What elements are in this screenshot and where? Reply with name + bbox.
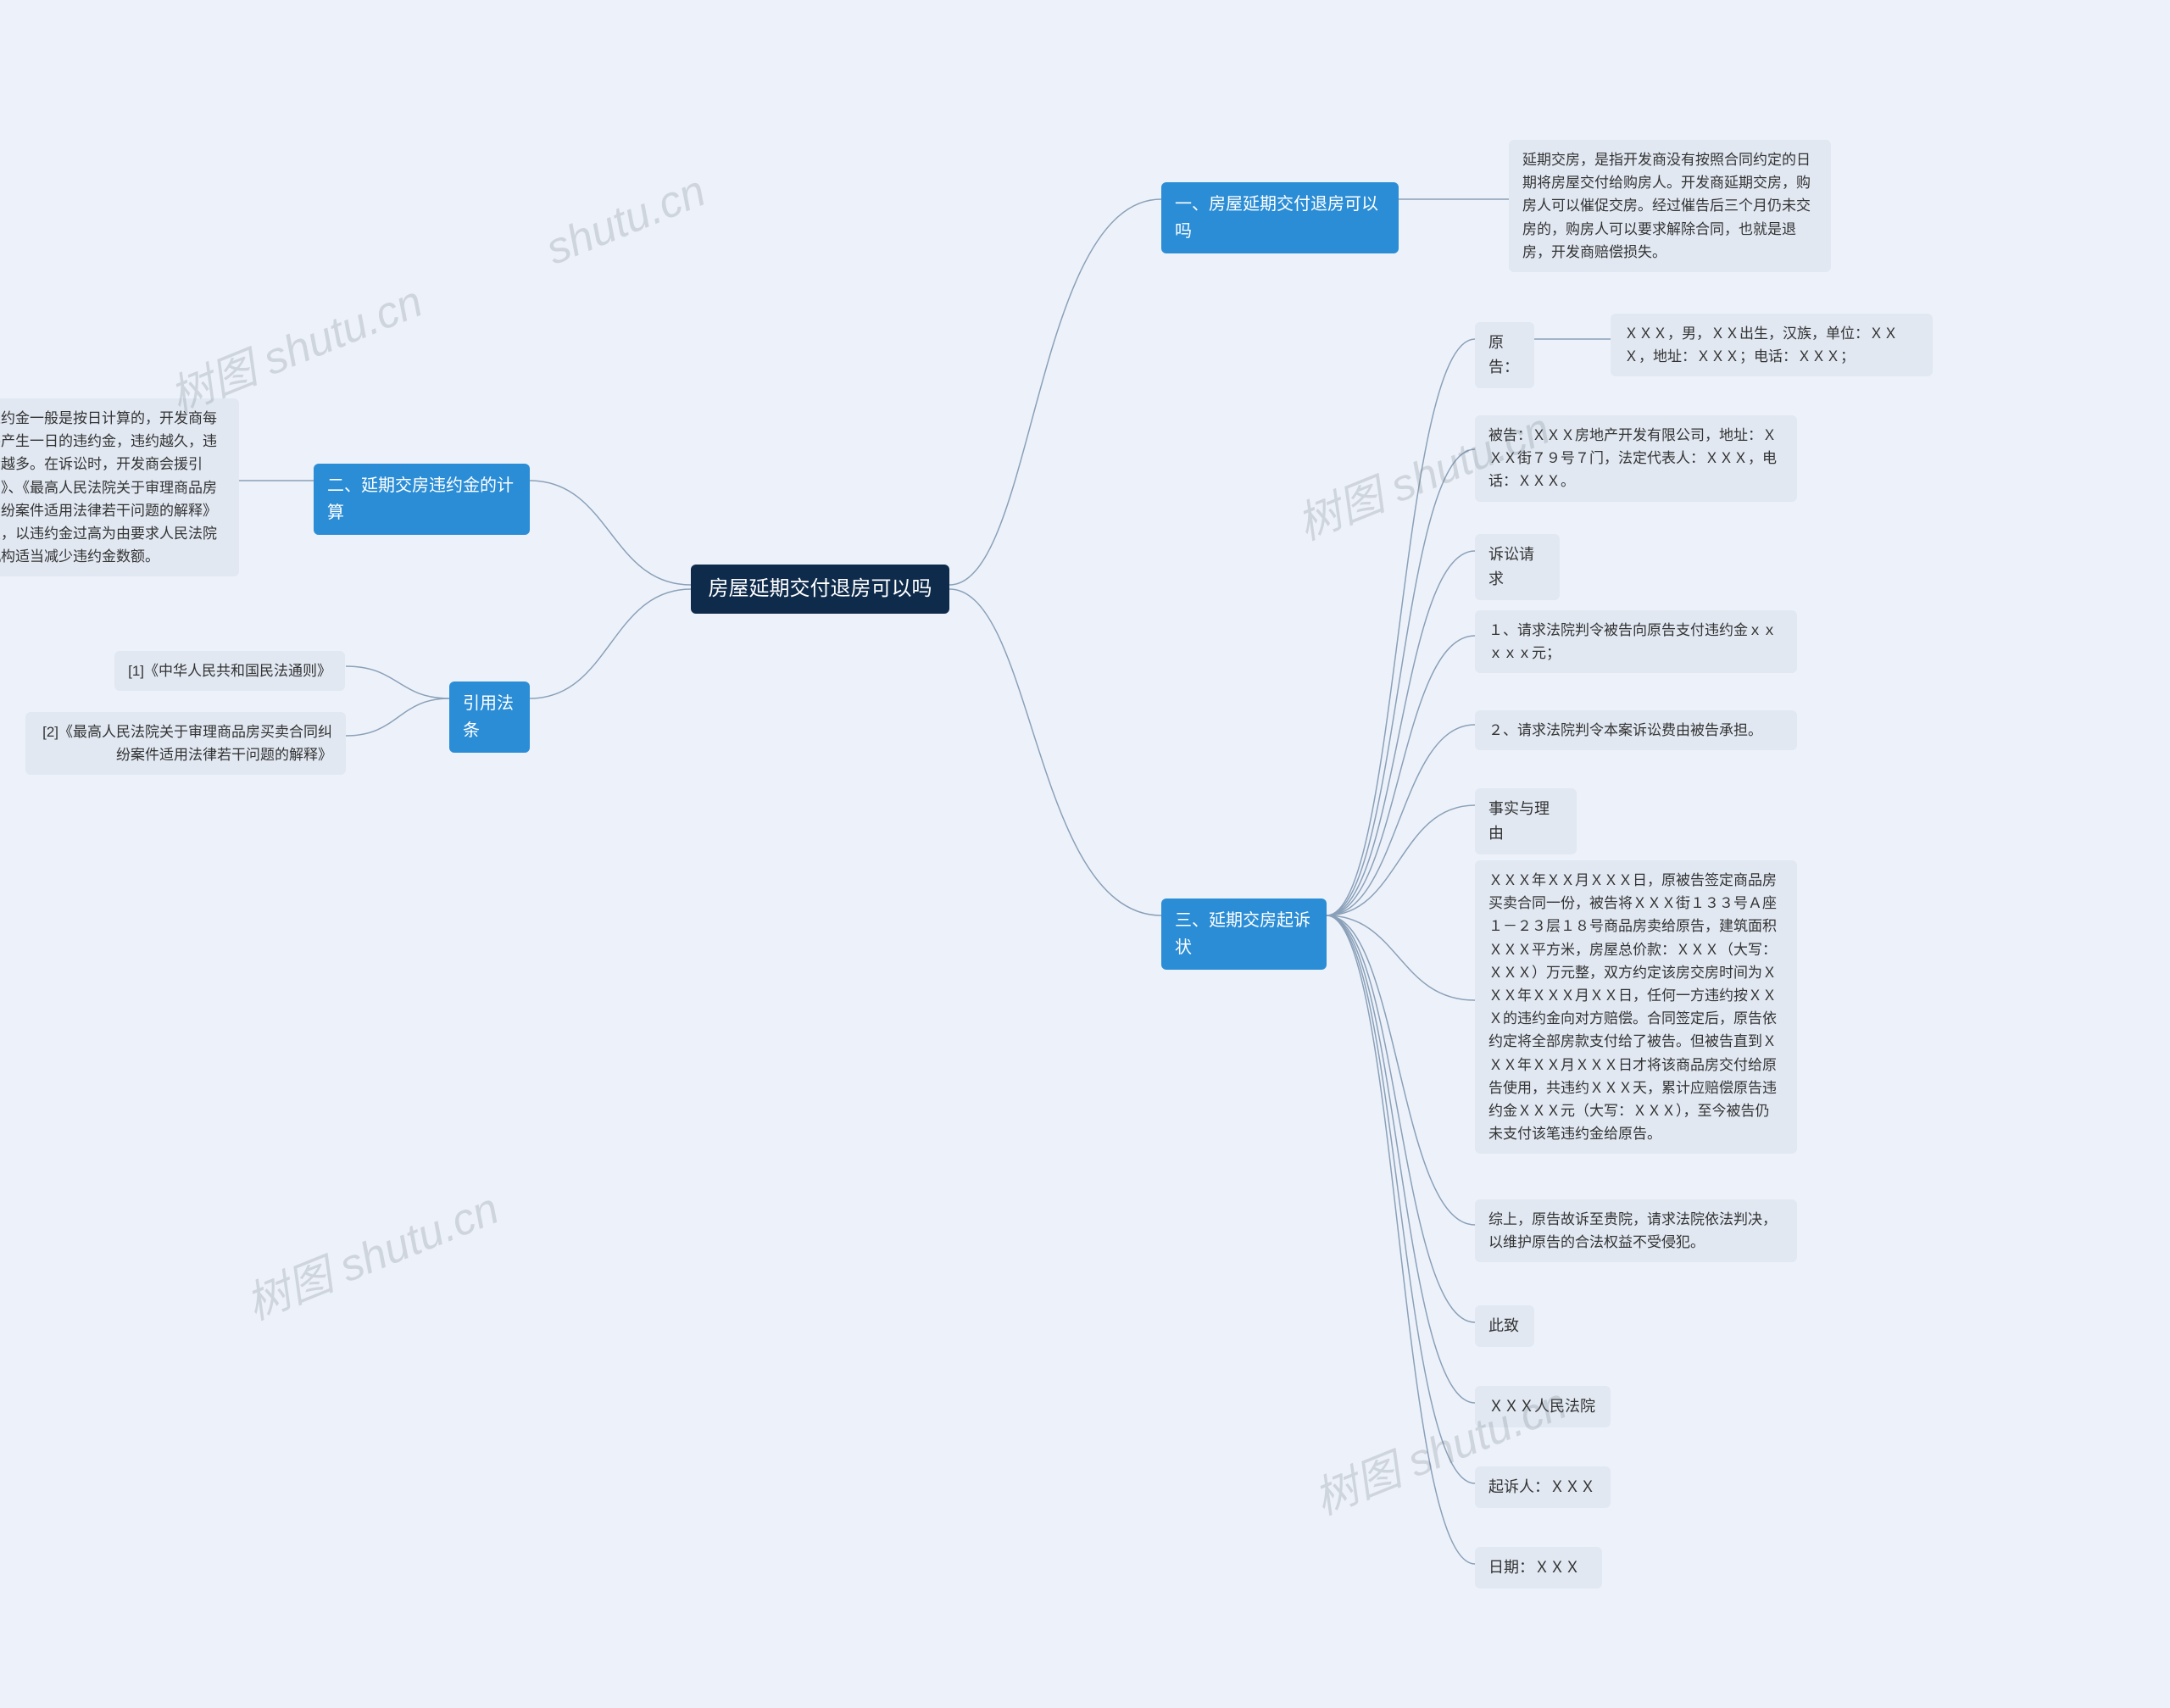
plaintiff-detail: ＸＸＸ，男，ＸＸ出生，汉族，单位：ＸＸＸ，地址：ＸＸＸ；电话：ＸＸＸ； [1611,314,1933,376]
mindmap-connectors [0,0,2170,1708]
branch-3[interactable]: 三、延期交房起诉状 [1161,899,1327,970]
b3-item-1: 诉讼请求 [1475,534,1560,600]
b3-item-7: 此致 [1475,1305,1534,1347]
branch-1[interactable]: 一、房屋延期交付退房可以吗 [1161,182,1399,253]
root-node[interactable]: 房屋延期交付退房可以吗 [691,565,949,614]
law-item-1: [2]《最高人民法院关于审理商品房买卖合同纠纷案件适用法律若干问题的解释》 [25,712,346,775]
branch-law[interactable]: 引用法条 [449,682,530,753]
b3-item-9: 起诉人：ＸＸＸ [1475,1466,1611,1508]
plaintiff-label: 原告： [1475,322,1534,388]
branch-2-detail: 逾期交房违约金一般是按日计算的，开发商每逾期一日并产生一日的违约金，违约越久，违… [0,398,239,576]
b3-item-10: 日期：ＸＸＸ [1475,1547,1602,1588]
b3-item-8: ＸＸＸ人民法院 [1475,1386,1611,1427]
branch-2-calc[interactable]: 二、延期交房违约金的计算 [314,464,530,535]
b3-item-2: １、请求法院判令被告向原告支付违约金ｘｘｘｘｘ元； [1475,610,1797,673]
b3-item-5: ＸＸＸ年ＸＸ月ＸＸＸ日，原被告签定商品房买卖合同一份，被告将ＸＸＸ街１３３号Ａ座… [1475,860,1797,1154]
b3-item-3: ２、请求法院判令本案诉讼费由被告承担。 [1475,710,1797,750]
b3-item-4: 事实与理由 [1475,788,1577,854]
branch-1-detail: 延期交房，是指开发商没有按照合同约定的日期将房屋交付给购房人。开发商延期交房，购… [1509,140,1831,272]
watermark: shutu.cn [539,165,713,275]
b3-item-6: 综上，原告故诉至贵院，请求法院依法判决，以维护原告的合法权益不受侵犯。 [1475,1199,1797,1262]
b3-item-0: 被告：ＸＸＸ房地产开发有限公司，地址：ＸＸＸ街７９号７门，法定代表人：ＸＸＸ，电… [1475,415,1797,502]
law-item-0: [1]《中华人民共和国民法通则》 [114,651,345,691]
watermark: 树图 shutu.cn [235,1173,506,1332]
